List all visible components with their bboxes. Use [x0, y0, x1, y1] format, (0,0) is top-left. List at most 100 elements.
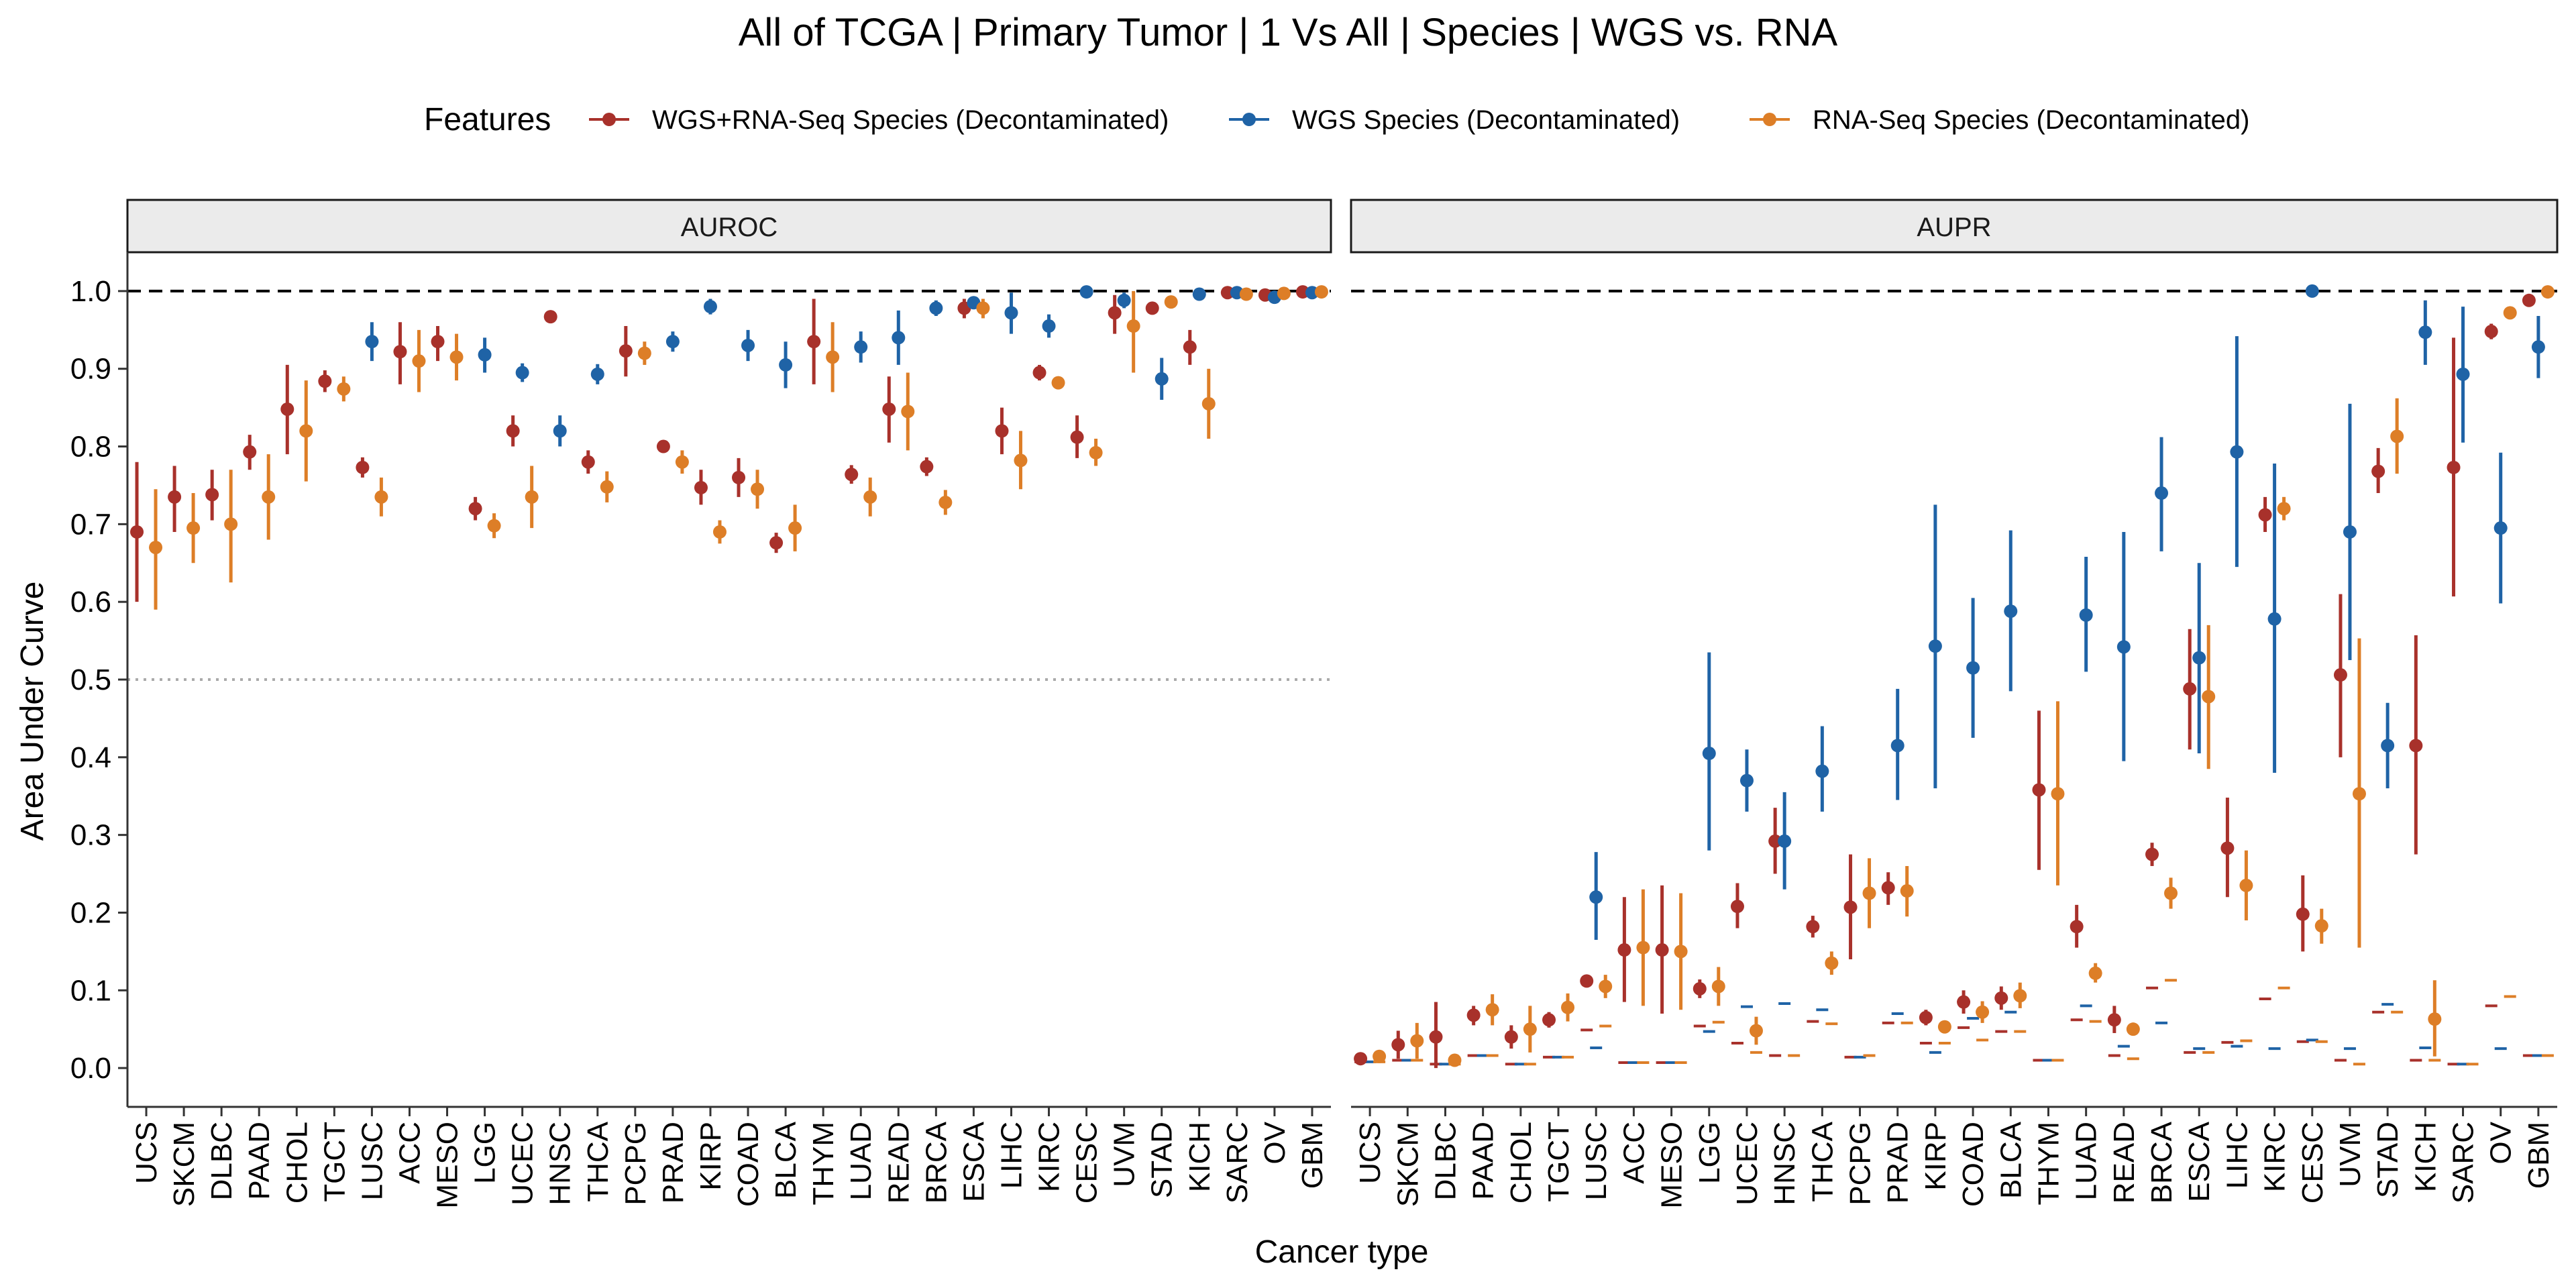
- data-point: [2164, 886, 2178, 900]
- data-point: [1739, 773, 1754, 788]
- data-point: [637, 346, 651, 360]
- x-tick-label: UVM: [1108, 1122, 1141, 1187]
- data-point: [920, 460, 934, 474]
- data-point: [1164, 295, 1178, 309]
- x-tick-label: THCA: [1806, 1121, 1839, 1201]
- x-tick-label: KIRC: [1033, 1122, 1066, 1192]
- data-point: [449, 350, 464, 364]
- data-point: [1410, 1034, 1424, 1048]
- data-point: [506, 424, 520, 438]
- data-point: [515, 366, 529, 380]
- plot-area: UCS SKCM DLBC PAAD CHOL TGCT LUSC ACC MESO LGG UCE…: [126, 252, 1331, 1209]
- strip-label: AUPR: [1917, 213, 1991, 242]
- y-tick-label: 0.1: [70, 974, 111, 1007]
- data-point: [590, 367, 604, 381]
- data-point: [2296, 907, 2310, 921]
- x-tick-label: TGCT: [1542, 1122, 1575, 1202]
- x-tick-label: BLCA: [769, 1121, 802, 1199]
- data-point: [1239, 287, 1253, 301]
- y-tick-label: 1.0: [70, 275, 111, 308]
- x-tick-label: LUAD: [845, 1122, 877, 1200]
- x-tick-label: UCS: [1354, 1122, 1387, 1184]
- plot-area: UCS SKCM DLBC PAAD CHOL TGCT LUSC ACC MESO LGG UCE…: [1351, 284, 2557, 1209]
- data-point: [478, 347, 492, 362]
- strip-box: [126, 199, 1332, 254]
- data-point: [1711, 979, 1725, 994]
- x-tick-label: PAAD: [1467, 1122, 1500, 1200]
- data-point: [2230, 445, 2244, 459]
- data-point: [1617, 943, 1631, 957]
- data-point: [2277, 502, 2291, 516]
- data-point: [779, 358, 793, 372]
- data-point: [1117, 293, 1131, 307]
- x-tick-label: LIHC: [995, 1122, 1028, 1189]
- x-tick-label: MESO: [1656, 1122, 1688, 1209]
- data-point: [1636, 941, 1650, 955]
- data-point: [892, 331, 906, 345]
- y-tick-label: 0.2: [70, 896, 111, 929]
- data-point: [2004, 604, 2018, 619]
- x-tick-label: UCS: [130, 1122, 163, 1184]
- data-point: [1314, 285, 1328, 299]
- x-tick-label: LUAD: [2070, 1122, 2103, 1200]
- x-tick-label: KIRC: [2259, 1122, 2292, 1192]
- x-tick-label: BRCA: [920, 1121, 953, 1203]
- data-point: [1192, 287, 1206, 301]
- data-point: [1183, 340, 1197, 354]
- data-point: [1693, 981, 1707, 996]
- data-point: [2409, 739, 2423, 753]
- data-point: [2371, 464, 2385, 478]
- data-point: [1702, 747, 1716, 761]
- x-tick-label: GBM: [1296, 1122, 1329, 1189]
- data-point: [2126, 1022, 2140, 1036]
- x-tick-label: PRAD: [1882, 1122, 1915, 1203]
- data-point: [1561, 1000, 1575, 1014]
- data-point: [1843, 900, 1858, 914]
- data-point: [929, 301, 943, 315]
- data-point: [1070, 430, 1084, 444]
- data-point: [1032, 366, 1046, 380]
- x-tick-label: SKCM: [168, 1122, 201, 1207]
- x-tick-label: CHOL: [1505, 1122, 1538, 1203]
- x-tick-label: LGG: [1693, 1122, 1726, 1184]
- data-point: [243, 445, 257, 459]
- legend-key-dot: [1242, 113, 1256, 126]
- x-tick-label: KIRP: [694, 1122, 727, 1191]
- data-point: [845, 468, 859, 482]
- data-point: [854, 340, 868, 354]
- x-tick-label: GBM: [2522, 1122, 2555, 1189]
- x-axis-title: Cancer type: [1255, 1234, 1429, 1270]
- x-tick-label: THYM: [2032, 1122, 2065, 1205]
- x-tick-label: CESC: [2296, 1122, 2329, 1203]
- data-point: [1730, 900, 1744, 914]
- data-point: [1523, 1022, 1537, 1036]
- data-point: [2079, 608, 2093, 622]
- data-point: [1919, 1010, 1933, 1024]
- data-point: [1277, 286, 1291, 301]
- x-tick-label: THCA: [582, 1121, 614, 1201]
- x-tick-label: TGCT: [318, 1122, 351, 1202]
- data-point: [1155, 372, 1169, 386]
- legend-label: WGS+RNA-Seq Species (Decontaminated): [652, 105, 1169, 135]
- data-point: [2352, 787, 2366, 801]
- x-tick-label: KICH: [1183, 1122, 1216, 1192]
- x-tick-label: UCEC: [506, 1122, 539, 1205]
- data-point: [2503, 306, 2517, 320]
- y-tick-label: 0.7: [70, 508, 111, 541]
- data-point: [468, 502, 482, 516]
- data-point: [1391, 1038, 1405, 1052]
- data-point: [675, 455, 689, 469]
- data-point: [976, 301, 990, 315]
- data-point: [2418, 325, 2432, 339]
- x-tick-label: UVM: [2334, 1122, 2367, 1187]
- data-point: [224, 517, 238, 531]
- x-tick-label: ACC: [1617, 1122, 1650, 1184]
- x-tick-label: PAAD: [243, 1122, 276, 1200]
- data-point: [1448, 1053, 1462, 1067]
- x-tick-label: LUSC: [356, 1122, 388, 1200]
- data-point: [2305, 284, 2319, 298]
- x-tick-label: LIHC: [2220, 1122, 2253, 1189]
- data-point: [1108, 306, 1122, 320]
- data-point: [374, 490, 388, 504]
